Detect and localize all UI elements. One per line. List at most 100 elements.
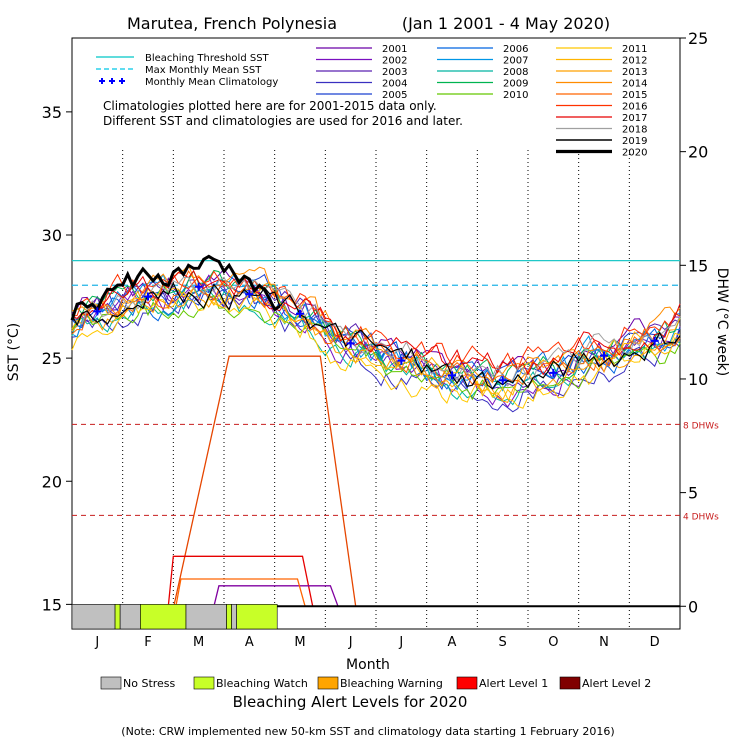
alert-segment: [236, 604, 278, 630]
dhw-tick-label: 10: [688, 370, 708, 389]
year-legend-label: 2014: [622, 79, 647, 90]
climatology-marker: [93, 307, 102, 316]
y-axis-label-left: SST (°C): [6, 323, 22, 381]
sst-series-2012: [71, 281, 681, 401]
year-legend-label: 2007: [503, 56, 528, 67]
year-legend-label: 2018: [622, 125, 647, 136]
dhw-line-2015: [175, 578, 306, 607]
climatology-marker: [245, 290, 254, 299]
chart-title: Marutea, French Polynesia: [127, 14, 337, 33]
year-legend-label: 2011: [622, 44, 647, 55]
month-tick-label: A: [245, 635, 254, 650]
x-axis-label: Month: [346, 657, 390, 673]
dhw-line-2019: [213, 585, 339, 607]
year-legend-label: 2019: [622, 136, 647, 147]
sst-series-2019: [71, 281, 681, 390]
year-legend-label: 2009: [503, 79, 528, 90]
sst-series-2020: [70, 254, 281, 321]
sst-series-2018: [71, 276, 681, 387]
sst-tick-label: 25: [42, 349, 62, 368]
sst-tick-label: 35: [42, 103, 62, 122]
climatology-marker: [650, 336, 659, 345]
alert-legend-swatch: [317, 676, 339, 690]
year-legend-label: 2013: [622, 67, 647, 78]
alert-legend-swatch: [456, 676, 478, 690]
month-tick-label: A: [448, 635, 457, 650]
month-tick-label: N: [599, 635, 609, 650]
alert-legend-swatch: [559, 676, 581, 690]
year-legend-label: 2003: [382, 67, 407, 78]
sst-series-2010: [71, 294, 681, 401]
sst-series-2004: [71, 288, 681, 413]
chart-date-range: (Jan 1 2001 - 4 May 2020): [402, 14, 610, 33]
alert-segment: [226, 604, 232, 630]
climatology-marker: [498, 376, 507, 385]
alert-legend-swatch: [193, 676, 215, 690]
dhw-lines: [167, 355, 680, 609]
year-legend-label: 2012: [622, 56, 647, 67]
sst-series-2002: [71, 274, 681, 408]
dhw-tick-label: 15: [688, 256, 708, 275]
year-legend-label: 2016: [622, 102, 647, 113]
year-legend-label: 2001: [382, 44, 407, 55]
year-legend-label: 2010: [503, 90, 528, 101]
year-legend-label: 2008: [503, 67, 528, 78]
legend-label: Bleaching Threshold SST: [145, 53, 270, 64]
climatology-note-line1: Climatologies plotted here are for 2001-…: [103, 99, 437, 113]
year-legend-label: 2005: [382, 90, 407, 101]
sst-tick-label: 20: [42, 472, 62, 491]
footnote: (Note: CRW implemented new 50-km SST and…: [121, 725, 614, 738]
alert-legend-swatch: [100, 676, 122, 690]
dhw-line-2016: [172, 355, 357, 609]
year-legend-label: 2002: [382, 56, 407, 67]
year-legend-label: 2006: [503, 44, 528, 55]
climatology-marker: [346, 339, 355, 348]
year-legend-label: 2015: [622, 90, 647, 101]
year-legend-label: 2020: [622, 148, 647, 159]
dhw-tick-label: 20: [688, 143, 708, 162]
month-grid: [122, 150, 630, 629]
month-tick-label: D: [650, 635, 660, 650]
alert-segment: [119, 604, 141, 630]
sst-series-2015: [71, 270, 681, 386]
month-tick-label: M: [193, 635, 204, 650]
month-tick-label: F: [144, 635, 151, 650]
alert-legend-title: Bleaching Alert Levels for 2020: [233, 693, 468, 711]
sst-series-2013: [71, 286, 681, 404]
year-legend-label: 2004: [382, 79, 407, 90]
climatology-marker: [296, 309, 304, 318]
alert-legend-label: Alert Level 1: [479, 677, 548, 690]
climatology-marker: [549, 368, 558, 377]
month-tick-label: M: [294, 635, 305, 650]
legend-plus-marker: [99, 78, 105, 84]
threshold-lines: 8 DHWs 4 DHWs: [72, 260, 719, 522]
legend-plus-marker: [109, 78, 115, 84]
sst-series-2011: [71, 291, 681, 409]
alert-legend-label: Bleaching Warning: [340, 677, 443, 690]
alert-level-legend: No Stress Bleaching Watch Bleaching Warnin…: [100, 676, 651, 690]
year-legend-label: 2017: [622, 113, 647, 124]
alert-segment: [185, 604, 227, 630]
dhw-4-label: 4 DHWs: [683, 512, 719, 522]
dhw-tick-label: 0: [688, 597, 698, 616]
climatology-marker: [448, 371, 456, 380]
month-tick-label: J: [398, 635, 403, 650]
y-axis-label-right: DHW (°C week): [714, 268, 730, 377]
month-tick-label: O: [548, 635, 558, 650]
month-tick-label: J: [94, 635, 99, 650]
dhw-tick-label: 5: [688, 484, 698, 503]
alert-segment: [114, 604, 121, 630]
sst-tick-label: 15: [42, 595, 62, 614]
climatology-marker: [397, 356, 406, 365]
dhw-8-label: 8 DHWs: [683, 421, 719, 431]
climatology-marker: [194, 282, 203, 291]
dhw-tick-label: 25: [688, 29, 708, 48]
legend-plus-marker: [119, 78, 125, 84]
sst-series: [70, 254, 681, 413]
alert-legend-label: Bleaching Watch: [216, 677, 308, 690]
sst-series-2009: [71, 269, 681, 386]
sst-tick-label: 30: [42, 226, 62, 245]
